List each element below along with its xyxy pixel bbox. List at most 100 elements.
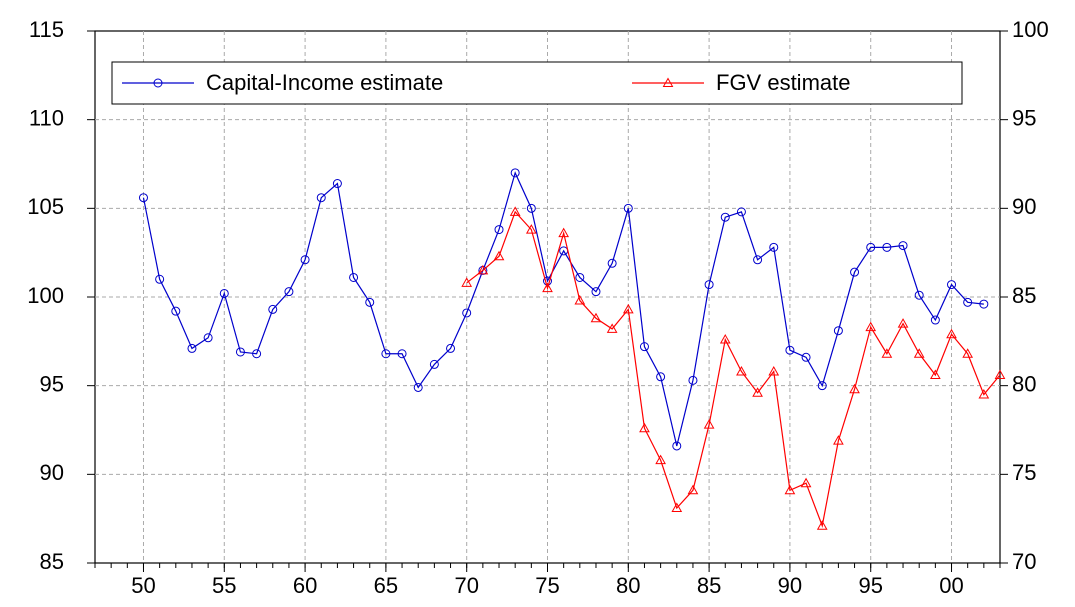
data-point <box>963 297 973 307</box>
data-point <box>622 303 634 314</box>
data-point <box>979 299 989 309</box>
x-tick-label: 85 <box>697 573 721 598</box>
data-point <box>509 206 521 216</box>
x-tick-label: 60 <box>293 573 317 598</box>
data-point <box>720 212 730 222</box>
data-point <box>816 520 828 530</box>
data-point <box>187 343 197 353</box>
data-point <box>494 225 504 235</box>
data-point <box>138 193 148 203</box>
data-point <box>510 168 520 178</box>
data-point <box>590 312 602 323</box>
data-point <box>462 308 472 318</box>
data-point <box>574 295 586 305</box>
data-point <box>284 287 294 297</box>
data-point <box>607 258 617 268</box>
data-point <box>526 203 536 213</box>
series-line <box>466 210 1001 528</box>
legend-marker <box>662 77 674 87</box>
x-tick-label: 65 <box>374 573 398 598</box>
data-point <box>656 372 666 382</box>
data-point <box>865 321 877 332</box>
data-point <box>897 318 909 328</box>
data-point <box>349 272 359 282</box>
data-point <box>962 348 974 358</box>
y2-tick-label: 90 <box>1012 194 1036 219</box>
data-point <box>672 441 682 451</box>
y-tick-label: 90 <box>40 460 64 485</box>
data-point <box>316 193 326 203</box>
y-tick-label: 105 <box>27 194 64 219</box>
data-point <box>947 280 957 290</box>
data-point <box>784 484 796 495</box>
data-point <box>849 383 860 394</box>
data-point <box>606 323 618 333</box>
data-point <box>525 224 537 234</box>
data-point <box>752 387 763 397</box>
data-point <box>575 272 585 282</box>
x-tick-label: 80 <box>616 573 640 598</box>
data-point <box>736 365 747 376</box>
x-tick-label: 55 <box>212 573 236 598</box>
data-point <box>719 334 731 344</box>
x-tick-label: 75 <box>535 573 559 598</box>
data-point <box>882 242 892 252</box>
data-point <box>493 250 505 261</box>
data-point <box>898 241 908 251</box>
data-point <box>978 389 990 399</box>
x-tick-label: 90 <box>778 573 802 598</box>
y-tick-label: 85 <box>40 549 64 574</box>
data-point <box>866 242 876 252</box>
data-point <box>591 287 601 297</box>
data-point <box>203 333 213 343</box>
data-point <box>687 484 699 495</box>
data-point <box>477 264 489 275</box>
data-point <box>332 179 342 189</box>
data-point <box>461 277 473 287</box>
y2-tick-label: 85 <box>1012 283 1036 308</box>
data-point <box>881 348 893 358</box>
data-point <box>655 454 666 465</box>
data-point <box>946 328 957 339</box>
data-point <box>768 365 780 376</box>
y-tick-label: 110 <box>29 105 64 130</box>
data-point <box>994 369 1006 380</box>
data-point <box>219 288 229 298</box>
data-point <box>639 342 649 352</box>
y2-tick-label: 70 <box>1012 549 1036 574</box>
data-point <box>381 349 391 359</box>
data-point <box>446 343 456 353</box>
series-line <box>142 171 984 447</box>
data-point <box>930 315 940 325</box>
data-point <box>817 381 827 391</box>
data-point <box>769 242 779 252</box>
y2-tick-label: 80 <box>1012 371 1036 396</box>
data-point <box>703 419 715 429</box>
data-point <box>833 326 843 336</box>
data-point <box>800 477 812 488</box>
data-point <box>913 348 925 358</box>
data-point <box>704 280 714 290</box>
data-point <box>785 345 795 355</box>
legend-label: Capital-Income estimate <box>206 70 443 95</box>
data-point <box>753 255 763 265</box>
y-tick-label: 115 <box>29 17 64 42</box>
data-point <box>801 352 811 362</box>
y2-tick-label: 95 <box>1012 105 1036 130</box>
legend-marker <box>153 78 163 88</box>
data-point <box>268 304 278 314</box>
data-point <box>930 369 941 380</box>
data-point <box>171 306 181 316</box>
data-point <box>736 207 746 217</box>
x-tick-label: 70 <box>454 573 478 598</box>
data-point <box>850 267 860 277</box>
data-point <box>558 227 570 238</box>
x-tick-label: 50 <box>131 573 155 598</box>
data-point <box>413 382 423 392</box>
data-point <box>155 274 165 284</box>
data-point <box>235 347 245 357</box>
data-point <box>671 502 683 513</box>
data-point <box>542 282 553 293</box>
x-tick-label: 00 <box>939 573 963 598</box>
